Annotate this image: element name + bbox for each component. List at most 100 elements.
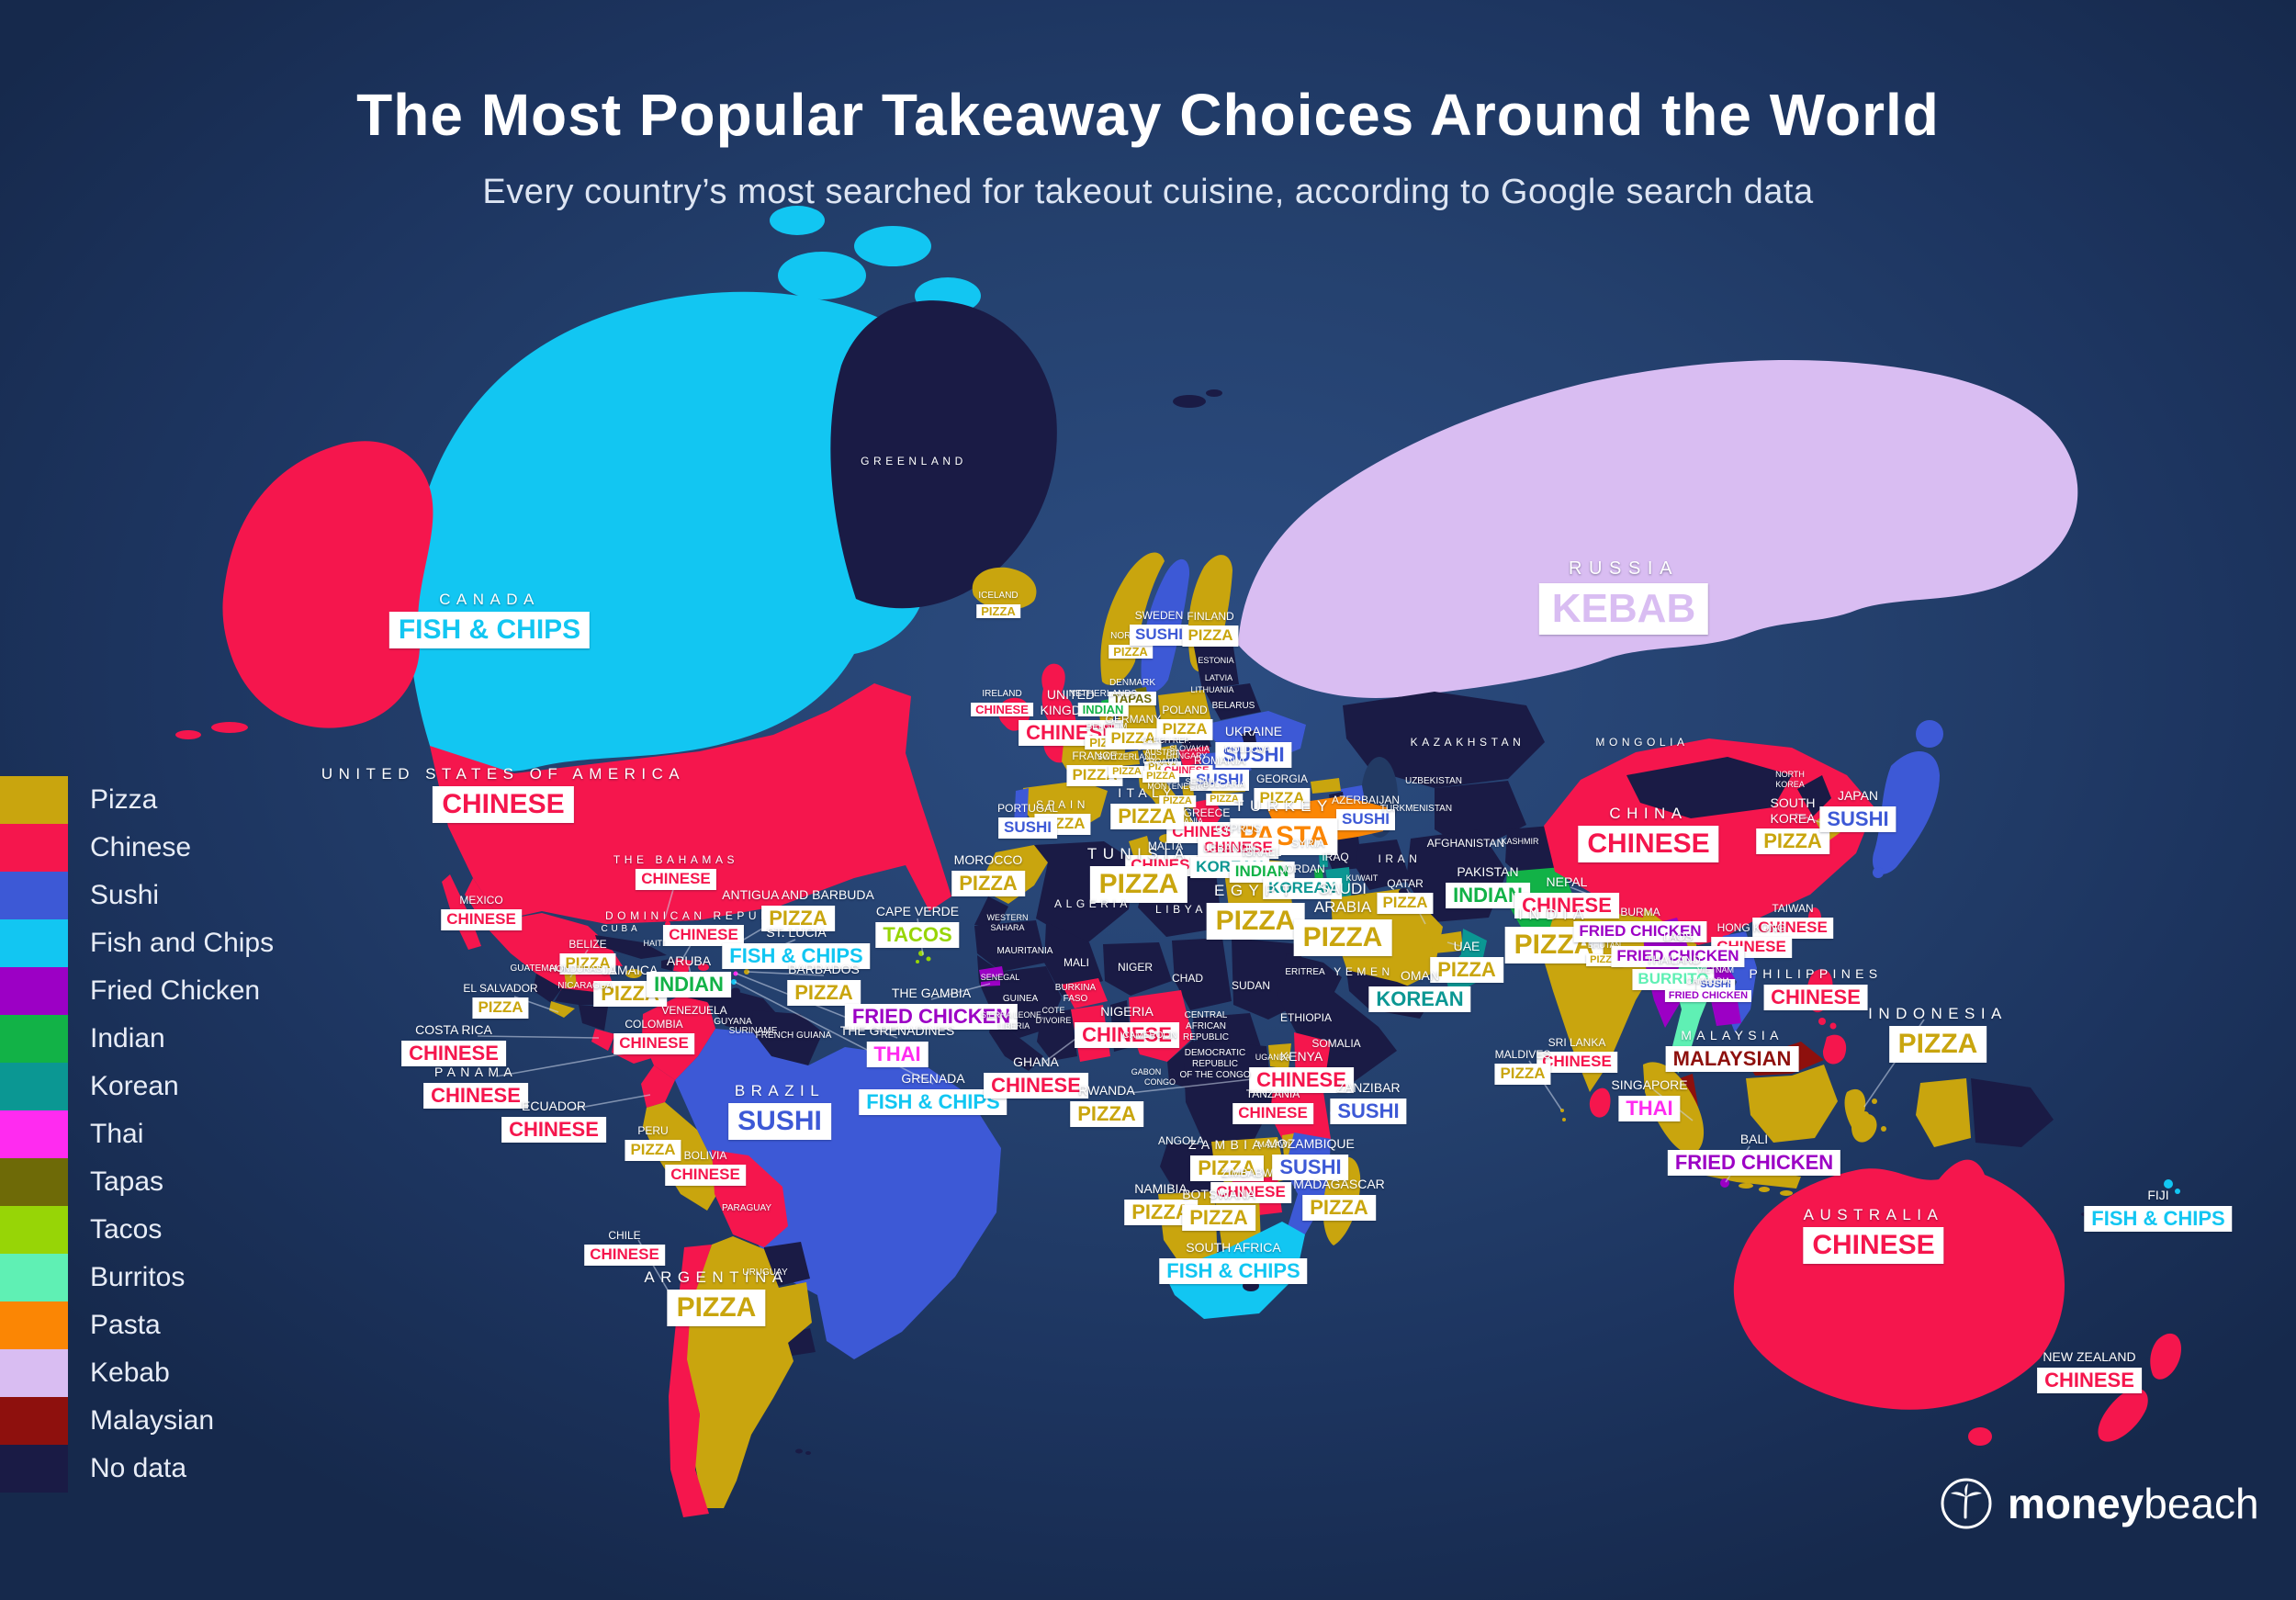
country-name: RUSSIA bbox=[1568, 558, 1680, 579]
country-name: JORDAN bbox=[1279, 862, 1325, 875]
map-label-antigua-and-barbuda: ANTIGUA AND BARBUDA PIZZA bbox=[722, 887, 874, 931]
page-subtitle: Every country’s most searched for takeou… bbox=[482, 173, 1814, 211]
map-label-st-lucia: ST. LUCIA FISH & CHIPS bbox=[722, 925, 871, 969]
country-name: ICELAND bbox=[978, 591, 1019, 601]
map-label-south-africa: SOUTH AFRICA FISH & CHIPS bbox=[1159, 1240, 1308, 1284]
cuisine-chip: CHINESE bbox=[2037, 1367, 2142, 1393]
map-label-zambia: ZAMBIA PIZZA bbox=[1188, 1137, 1266, 1181]
legend-swatch-thai bbox=[0, 1110, 68, 1158]
country-name: GREENLAND bbox=[861, 455, 967, 468]
legend-label: Fish and Chips bbox=[90, 928, 275, 958]
country-name: MALTA bbox=[1147, 839, 1184, 852]
map-label-lithuania: LITHUANIA bbox=[1190, 685, 1233, 695]
legend-item-sushi: Sushi bbox=[0, 872, 274, 919]
legend-item-korean: Korean bbox=[0, 1063, 274, 1110]
map-label-ecuador: ECUADOR CHINESE bbox=[501, 1099, 606, 1143]
map-label-liberia: LIBERIA bbox=[998, 1021, 1030, 1031]
cuisine-chip: CHINESE bbox=[1198, 838, 1278, 859]
country-name: PORTUGAL bbox=[997, 802, 1058, 815]
country-name: TURKMENISTAN bbox=[1379, 804, 1453, 814]
legend-label: Tapas bbox=[90, 1166, 164, 1197]
map-label-kazakhstan: KAZAKHSTAN bbox=[1411, 736, 1525, 749]
country-name: JAPAN bbox=[1837, 788, 1879, 803]
map-label-cameroon: CAMEROON bbox=[1123, 1031, 1177, 1042]
map-label-honduras: HONDURAS bbox=[549, 964, 602, 975]
cuisine-chip: MALAYSIAN bbox=[1665, 1045, 1799, 1072]
map-label-thailand: THAILAND BURRITO bbox=[1632, 953, 1715, 990]
country-name: PARAGUAY bbox=[721, 1203, 772, 1213]
map-label-united-kingdom: UNITED KINGDOM CHINESE bbox=[1019, 687, 1123, 747]
country-name: GHANA bbox=[1013, 1054, 1059, 1069]
brand-name: moneybeach bbox=[2008, 1479, 2259, 1528]
country-name: IRAQ bbox=[1322, 851, 1349, 863]
cuisine-chip: PIZZA bbox=[1494, 1064, 1551, 1085]
map-label-malaysia: MALAYSIA MALAYSIAN bbox=[1665, 1028, 1799, 1072]
legend-swatch-pizza bbox=[0, 776, 68, 824]
map-label-paraguay: PARAGUAY bbox=[722, 1203, 771, 1214]
country-name: PERU bbox=[637, 1124, 669, 1137]
cuisine-chip: SUSHI bbox=[1130, 625, 1188, 646]
cuisine-chip: PIZZA bbox=[1190, 1155, 1264, 1181]
map-label-botswana: BOTSWANA PIZZA bbox=[1182, 1187, 1255, 1231]
cuisine-chip: FISH & CHIPS bbox=[388, 612, 591, 649]
cuisine-chip: PIZZA bbox=[761, 905, 835, 931]
map-label-israel: ISRAEL INDIAN bbox=[1229, 846, 1295, 883]
map-label-azerbaijan: AZERBAIJAN SUSHI bbox=[1332, 794, 1400, 830]
country-name: CYPRUS bbox=[1214, 822, 1262, 835]
map-label-turkmenistan: TURKMENISTAN bbox=[1380, 804, 1452, 815]
cuisine-chip: CHINESE bbox=[665, 1165, 746, 1186]
cuisine-chip: PIZZA bbox=[1254, 788, 1311, 809]
country-name: CHAD bbox=[1171, 972, 1204, 985]
map-label-argentina: ARGENTINA PIZZA bbox=[644, 1268, 788, 1327]
country-name: YEMEN bbox=[1334, 965, 1394, 978]
country-name: AZERBAIJAN bbox=[1331, 794, 1401, 806]
map-label-rwanda: RWANDA PIZZA bbox=[1070, 1083, 1143, 1127]
map-label-niger: NIGER bbox=[1118, 961, 1153, 974]
country-name: LIBERIA bbox=[997, 1021, 1030, 1031]
cuisine-chip: FISH & CHIPS bbox=[722, 942, 871, 969]
legend-swatch-malaysian bbox=[0, 1397, 68, 1445]
map-label-ethiopia: ETHIOPIA bbox=[1280, 1011, 1332, 1024]
country-name: TAIWAN bbox=[1772, 902, 1814, 915]
map-label-egypt: EGYPT PIZZA bbox=[1206, 882, 1305, 941]
map-label-burma: BURMA FRIED CHICKEN bbox=[1573, 906, 1707, 942]
map-label-sri-lanka: SRI LANKA CHINESE bbox=[1536, 1036, 1617, 1073]
country-name: COTE D'IVOIRE bbox=[1035, 1006, 1072, 1025]
cuisine-chip: CHINESE bbox=[501, 1116, 606, 1143]
country-name: BARBADOS bbox=[788, 962, 860, 976]
cuisine-chip: PIZZA bbox=[1089, 866, 1188, 904]
legend-label: Korean bbox=[90, 1071, 179, 1101]
cuisine-chip: KEBAB bbox=[1538, 582, 1709, 636]
cuisine-chip: KOREAN bbox=[1368, 986, 1471, 1012]
cuisine-chip: FISH & CHIPS bbox=[1159, 1257, 1308, 1284]
country-name: CAPE VERDE bbox=[875, 904, 960, 918]
legend-item-tacos: Tacos bbox=[0, 1206, 274, 1254]
map-label-libya: LIBYA bbox=[1155, 903, 1207, 916]
legend-label: Tacos bbox=[90, 1214, 163, 1245]
cuisine-chip: INDIAN bbox=[1077, 702, 1129, 717]
map-label-serbia: SERBIA bbox=[1185, 777, 1215, 787]
country-name: BALI bbox=[1739, 1132, 1769, 1146]
map-label-guinea: GUINEA bbox=[1003, 994, 1038, 1005]
map-label-eritrea: ERITREA bbox=[1285, 967, 1324, 978]
map-label-chad: CHAD bbox=[1172, 972, 1203, 985]
legend-label: Chinese bbox=[90, 832, 192, 862]
country-name: BOLIVIA bbox=[683, 1149, 727, 1162]
map-label-nicaragua: NICARAGUA bbox=[557, 981, 612, 992]
country-name: MALDIVES bbox=[1494, 1048, 1551, 1061]
country-name: SRI LANKA bbox=[1548, 1036, 1606, 1049]
country-name: BURMA bbox=[1620, 906, 1660, 918]
cuisine-chip: PIZZA bbox=[1430, 956, 1503, 983]
country-name: HONG KONG bbox=[1716, 921, 1786, 934]
map-label-jordan: JORDAN KOREAN bbox=[1263, 862, 1342, 899]
country-name: UKRAINE bbox=[1224, 724, 1283, 738]
cuisine-chip: PIZZA bbox=[625, 1140, 681, 1161]
brand-name-light: beach bbox=[2144, 1480, 2259, 1527]
country-name: AUSTRIA bbox=[1144, 748, 1181, 757]
country-name: GUYANA bbox=[714, 1017, 752, 1027]
map-label-tunisia: TUNISIA PIZZA bbox=[1087, 845, 1190, 904]
map-label-north-korea: NORTH KOREA bbox=[1775, 770, 1805, 789]
map-label-the-grenadines: THE GRENADINES THAI bbox=[840, 1023, 954, 1067]
country-name: THE GRENADINES bbox=[839, 1023, 955, 1038]
